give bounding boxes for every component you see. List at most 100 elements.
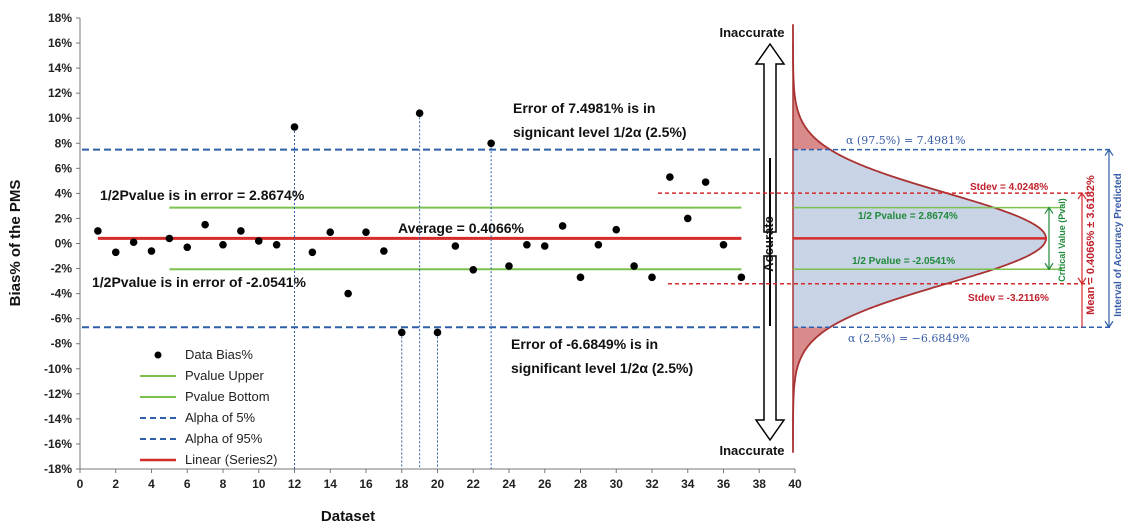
- data-point: [701, 178, 710, 186]
- annotation-average: Average = 0.4066%: [398, 220, 525, 236]
- annotation-upper-error-line2: signicant level 1/2α (2.5%): [513, 124, 687, 140]
- legend-label-alpha-95: Alpha of 95%: [185, 431, 263, 446]
- dist-mean-arrow-down: [1077, 277, 1087, 285]
- y-tick-label: -16%: [44, 437, 72, 451]
- dist-label-alpha-lower: α (2.5%) = −6.6849%: [848, 332, 970, 345]
- data-point: [254, 237, 263, 245]
- dist-label-critical-value: Critical Value (Pval): [1057, 198, 1067, 282]
- x-tick-label: 22: [467, 477, 481, 491]
- y-tick-label: 10%: [48, 111, 72, 125]
- data-point: [523, 240, 531, 249]
- data-point: [505, 262, 513, 270]
- y-tick-label: 0%: [55, 237, 73, 251]
- data-point: [290, 123, 299, 131]
- x-tick-label: 12: [288, 477, 302, 491]
- y-tick-label: -18%: [44, 462, 72, 476]
- data-point: [380, 247, 388, 255]
- data-point: [737, 273, 746, 282]
- y-tick-label: -10%: [44, 362, 72, 376]
- dist-label-alpha-upper: α (97.5%) = 7.4981%: [846, 134, 966, 147]
- data-point: [183, 243, 192, 252]
- axes: 18% 16% 14% 12% 10% 8% 6% 4% 2% 0% -2% -4% -6% -8% -10…: [44, 11, 802, 491]
- dist-interval-arrow-down: [1104, 320, 1114, 329]
- inaccurate-bottom-label: Inaccurate: [719, 443, 784, 458]
- legend-label-pvalue-bottom: Pvalue Bottom: [185, 389, 270, 404]
- legend-marker-data-bias: [154, 351, 162, 359]
- y-tick-label: 16%: [48, 36, 72, 50]
- data-point: [576, 273, 585, 282]
- data-point: [594, 240, 603, 249]
- annotation-pvalue-lower: 1/2Pvalue is in error of -2.0541%: [92, 274, 307, 290]
- data-point: [272, 240, 281, 249]
- y-tick-label: 6%: [55, 161, 73, 175]
- legend: Data Bias% Pvalue Upper Pvalue Bottom Al…: [140, 347, 278, 467]
- x-tick-label: 24: [502, 477, 516, 491]
- distribution-panel: α (97.5%) = 7.4981% α (2.5%) = −6.6849% …: [658, 24, 1124, 453]
- data-point: [362, 228, 370, 237]
- data-point: [469, 266, 478, 274]
- annotation-lower-error-line1: Error of -6.6849% is in: [511, 336, 658, 352]
- data-point: [147, 247, 156, 255]
- x-tick-label: 14: [324, 477, 338, 491]
- inaccurate-top-label: Inaccurate: [719, 25, 784, 40]
- data-point: [201, 220, 209, 229]
- y-tick-label: 8%: [55, 136, 73, 150]
- data-point: [630, 262, 638, 270]
- data-point: [308, 248, 317, 257]
- dist-label-interval: Interval of Accuracy Predicted: [1113, 173, 1124, 317]
- y-tick-label: -4%: [51, 287, 73, 301]
- y-tick-label: -6%: [51, 312, 73, 326]
- dist-label-pvalue-upper: 1/2 Pvalue = 2.8674%: [858, 211, 958, 222]
- y-axis-title: Bias% of the PMS: [7, 180, 24, 307]
- data-point: [165, 234, 174, 243]
- data-point: [487, 139, 495, 148]
- legend-label-linear-series2: Linear (Series2): [185, 452, 278, 467]
- x-tick-label: 0: [77, 477, 84, 491]
- data-point: [666, 173, 674, 181]
- y-tick-label: -12%: [44, 387, 72, 401]
- dist-critical-arrow-up: [1044, 206, 1054, 214]
- data-point: [683, 214, 692, 223]
- y-tick-label: 12%: [48, 86, 72, 100]
- accuracy-arrow: Inaccurate Inaccurate Accurate: [719, 25, 786, 458]
- y-tick-label: 14%: [48, 61, 72, 75]
- dist-critical-arrow-down: [1044, 262, 1054, 271]
- annotation-upper-error-line1: Error of 7.4981% is in: [513, 100, 655, 116]
- x-tick-label: 2: [112, 477, 119, 491]
- x-tick-label: 36: [717, 477, 731, 491]
- x-tick-label: 26: [538, 477, 552, 491]
- data-point: [540, 242, 549, 250]
- data-point: [219, 240, 227, 249]
- data-point: [94, 227, 102, 235]
- distribution-lines: [658, 148, 1114, 329]
- dist-interval-arrow-up: [1104, 148, 1114, 156]
- data-point: [344, 289, 352, 298]
- x-tick-label: 4: [148, 477, 155, 491]
- dist-mean-arrow-up: [1077, 191, 1087, 200]
- x-tick-label: 38: [753, 477, 767, 491]
- data-point: [433, 328, 442, 337]
- x-tick-label: 28: [574, 477, 588, 491]
- legend-label-data-bias: Data Bias%: [185, 347, 253, 362]
- data-point: [397, 328, 406, 337]
- x-tick-label: 16: [359, 477, 373, 491]
- legend-label-alpha-5: Alpha of 5%: [185, 410, 256, 425]
- accurate-label: Accurate: [761, 216, 776, 272]
- x-axis-title: Dataset: [321, 508, 375, 525]
- y-tick-label: 4%: [55, 186, 73, 200]
- x-tick-label: 30: [610, 477, 624, 491]
- data-points: [94, 109, 746, 337]
- x-tick-label: 40: [788, 477, 802, 491]
- dist-label-stdev-lower: Stdev = -3.2116%: [968, 293, 1049, 304]
- distribution-fill-lower-tail: [793, 327, 830, 453]
- distribution-fill-upper-tail: [793, 24, 831, 150]
- y-tick-label: -14%: [44, 412, 72, 426]
- dist-label-mean: Mean = 0.4066% ± 3.6182%: [1085, 175, 1097, 315]
- y-tick-label: 2%: [55, 211, 73, 225]
- x-tick-label: 18: [395, 477, 409, 491]
- droplines: [294, 113, 492, 469]
- data-point: [415, 109, 424, 118]
- data-point: [558, 222, 567, 230]
- reference-lines: [82, 148, 765, 329]
- data-point: [719, 240, 728, 249]
